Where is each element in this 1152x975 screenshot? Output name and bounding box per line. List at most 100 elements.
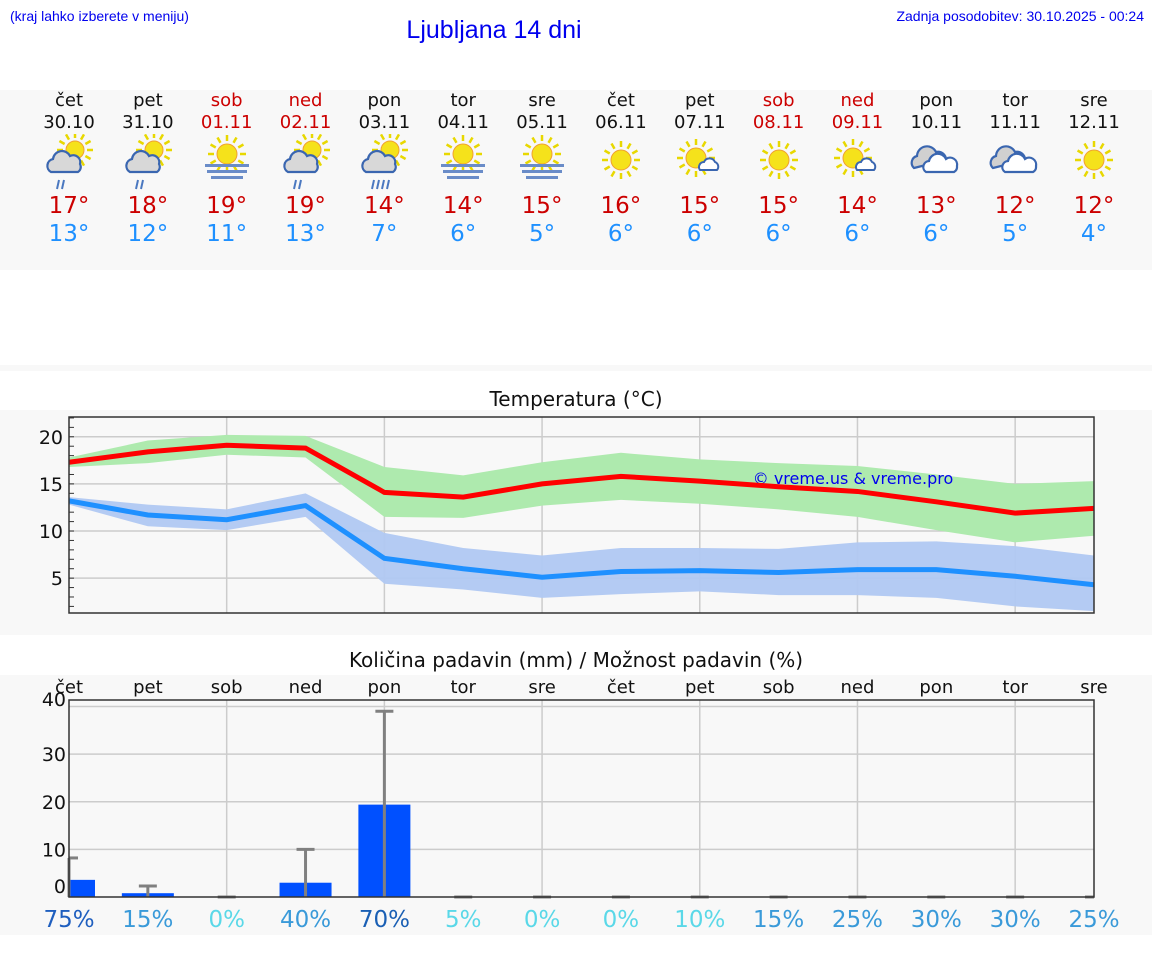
- y-tick-label: 40: [42, 689, 66, 711]
- day-date: 02.11: [279, 112, 332, 133]
- max-temp: 17°: [48, 193, 90, 219]
- min-temp: 6°: [686, 221, 713, 247]
- sun-ray: [374, 139, 381, 146]
- sun-ray: [84, 139, 92, 146]
- day-date: 12.11: [1068, 112, 1120, 133]
- rain-drop: [56, 179, 60, 190]
- max-temp: 12°: [1073, 193, 1115, 219]
- day-name: tor: [450, 90, 476, 111]
- sun-disc: [610, 149, 632, 171]
- category-label: pet: [133, 677, 163, 698]
- page-title: Ljubljana 14 dni: [406, 16, 582, 44]
- sun-disc: [531, 143, 553, 165]
- category-label: sob: [763, 677, 795, 698]
- fog-line: [210, 176, 243, 179]
- category-label: tor: [1002, 677, 1028, 698]
- sun-ray: [1099, 170, 1105, 178]
- day-date: 05.11: [516, 112, 568, 133]
- y-tick-label: 0: [54, 876, 66, 898]
- sun-ray: [701, 140, 707, 148]
- sun-disc: [1083, 149, 1105, 171]
- cloud-shape: [361, 149, 398, 174]
- fog-line: [204, 164, 249, 167]
- sun-small-cloud-icon: [676, 139, 720, 177]
- fog-line: [441, 164, 486, 167]
- max-temp: 14°: [837, 193, 878, 219]
- day-name: sob: [762, 90, 795, 111]
- weather-icon-wrap: [30, 134, 109, 190]
- min-temp: 13°: [48, 221, 90, 247]
- category-label: sob: [211, 677, 243, 698]
- partly-cloudy-heavy-rain-icon: [361, 134, 409, 190]
- sun-ray: [58, 139, 66, 146]
- small-cloud: [855, 157, 877, 171]
- y-tick-label: 10: [39, 521, 63, 543]
- max-temp: 18°: [127, 193, 169, 219]
- cloud-front: [922, 152, 959, 174]
- rain-drop: [381, 179, 386, 190]
- sun-ray: [1099, 142, 1105, 150]
- sun-ray: [216, 136, 222, 144]
- precip-probability: 5%: [445, 907, 482, 933]
- sun-ray: [626, 142, 632, 150]
- sun-ray: [395, 159, 401, 167]
- plot-frame: [68, 699, 1095, 898]
- min-temp: 6°: [844, 221, 871, 247]
- max-temp: 15°: [521, 193, 563, 219]
- forecast-day: sob 01.11 19° 11°: [187, 90, 266, 248]
- rain-drop: [371, 179, 376, 190]
- rain-drop: [376, 179, 381, 190]
- min-temp: 13°: [285, 221, 326, 247]
- precip-probability: 15%: [753, 907, 804, 933]
- sun-ray: [768, 142, 774, 150]
- day-name: pon: [367, 90, 402, 111]
- sun-icon: [601, 141, 640, 179]
- category-label: pon: [919, 677, 953, 698]
- day-date: 04.11: [437, 112, 489, 133]
- forecast-day: sob 08.11 15° 6°: [739, 90, 818, 248]
- fog-line: [447, 176, 480, 179]
- y-tick-label: 20: [42, 792, 66, 814]
- max-temp: 15°: [758, 193, 799, 219]
- sun-ray: [789, 165, 796, 171]
- weather-icon-wrap: [1055, 134, 1134, 190]
- sun-ray: [836, 147, 843, 153]
- sun-disc: [452, 143, 474, 165]
- day-name: čet: [54, 90, 84, 111]
- last-updated: Zadnja posodobitev: 30.10.2025 - 00:24: [896, 8, 1144, 24]
- sun-ray: [321, 154, 328, 161]
- precipitation-chart-title: Količina padavin (mm) / Možnost padavin …: [348, 648, 804, 672]
- cloud-shape: [282, 149, 319, 174]
- fog-line: [206, 170, 247, 173]
- fog-line: [443, 170, 484, 173]
- min-temp: 6°: [923, 221, 950, 247]
- forecast-day: pet 07.11 15° 6°: [660, 90, 739, 248]
- sun-ray: [446, 143, 453, 149]
- category-label: ned: [289, 677, 323, 698]
- weather-icon-wrap: [897, 134, 976, 190]
- category-label: pon: [367, 677, 401, 698]
- day-date: 07.11: [674, 112, 726, 133]
- forecast-day: pet 31.10 18° 12°: [108, 90, 187, 248]
- sun-ray: [316, 134, 322, 141]
- max-temp: 19°: [206, 193, 248, 219]
- precip-probability: 25%: [1068, 907, 1119, 933]
- sun-ray: [531, 136, 537, 144]
- sun-ray: [768, 170, 774, 178]
- max-temp: 15°: [679, 193, 721, 219]
- forecast-day: čet 30.10 17° 13°: [30, 90, 109, 248]
- sun-ray: [552, 143, 560, 149]
- category-label: čet: [55, 677, 83, 698]
- forecast-day: pon 03.11 14° 7°: [345, 90, 424, 248]
- day-name: čet: [606, 90, 635, 111]
- forecast-day: čet 06.11 16° 6°: [581, 90, 660, 248]
- day-date: 11.11: [989, 112, 1041, 133]
- sun-ray: [321, 139, 328, 146]
- partly-cloudy-rain-icon: [125, 134, 172, 190]
- sun-ray: [1104, 165, 1112, 171]
- sun-ray: [1076, 165, 1084, 171]
- day-date: 08.11: [752, 112, 805, 133]
- max-temp: 16°: [600, 193, 642, 219]
- forecast-day: sre 12.11 12° 4°: [1055, 90, 1134, 248]
- fog-line: [520, 164, 565, 167]
